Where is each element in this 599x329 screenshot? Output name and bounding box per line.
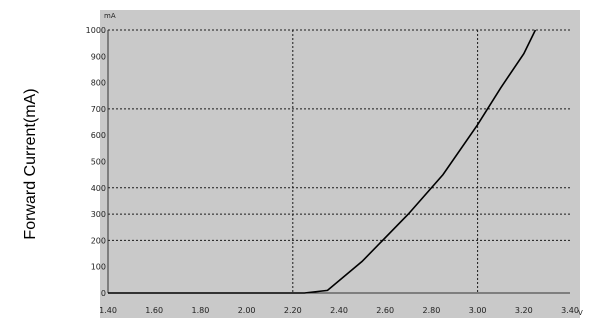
x-tick-label: 2.80 <box>422 306 440 315</box>
plot-area <box>100 10 580 318</box>
x-tick-label: 3.20 <box>515 306 533 315</box>
y-tick-label: 400 <box>91 184 106 193</box>
y-tick-label: 1000 <box>86 26 106 35</box>
x-tick-label: 1.40 <box>99 306 117 315</box>
x-tick-label: 3.40 <box>561 306 579 315</box>
y-tick-label: 200 <box>91 236 106 245</box>
y-tick-label: 600 <box>91 131 106 140</box>
x-tick-label: 1.80 <box>191 306 209 315</box>
x-tick-label: 1.60 <box>145 306 163 315</box>
y-tick-label: 0 <box>101 289 106 298</box>
y-tick-label: 300 <box>91 210 106 219</box>
x-tick-label: 2.20 <box>284 306 302 315</box>
x-tick-labels: 1.40 1.60 1.80 2.00 2.20 2.40 2.60 2.80 3.00 3.20… <box>99 306 579 315</box>
x-tick-label: 2.60 <box>376 306 394 315</box>
y-tick-label: 700 <box>91 105 106 114</box>
y-tick-label: 100 <box>91 263 106 272</box>
x-tick-label: 3.00 <box>469 306 487 315</box>
y-tick-label: 500 <box>91 158 106 167</box>
y-tick-label: 800 <box>91 79 106 88</box>
x-tick-label: 2.00 <box>238 306 256 315</box>
x-tick-label: 2.40 <box>330 306 348 315</box>
y-tick-label: 900 <box>91 52 106 61</box>
x-unit-label: V <box>578 309 583 317</box>
forward-current-curve <box>108 29 537 294</box>
y-unit-label: mA <box>104 12 116 20</box>
